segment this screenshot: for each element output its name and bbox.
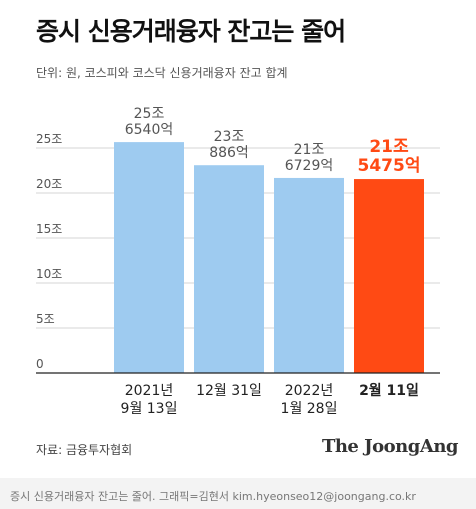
x-tick-label: 9월 13일 [121,401,178,417]
publisher-logo: The JoongAng [321,436,459,457]
image-caption: 증시 신용거래융자 잔고는 줄어. 그래픽=김현서 kim.hyeonseo12… [10,490,416,503]
x-tick-label: 2월 11일 [359,382,419,399]
unit-note: 단위: 원, 코스피와 코스닥 신용거래융자 잔고 합계 [36,66,288,80]
value-label: 6729억 [285,158,334,174]
y-tick-label: 20조 [36,177,62,191]
y-tick-label: 15조 [36,222,62,236]
bar [114,142,184,373]
x-tick-label: 2022년 [285,383,334,399]
value-label: 25조 [134,106,165,122]
source-note: 자료: 금융투자협회 [36,443,133,457]
bar [194,165,264,373]
x-tick-label: 1월 28일 [281,401,338,417]
bars [114,142,424,373]
x-tick-label: 2021년 [125,383,174,399]
y-tick-label: 10조 [36,267,62,281]
bar [274,177,344,373]
value-label: 21조 [369,137,409,157]
y-tick-label: 5조 [36,312,55,326]
value-label: 886억 [209,145,249,161]
x-axis-labels: 2021년 9월 13일 12월 31일 2022년 1월 28일 2월 11일 [121,382,419,417]
bar [354,179,424,373]
chart-title: 증시 신용거래융자 잔고는 줄어 [36,17,346,46]
y-axis-ticks: 0 5조 10조 15조 20조 25조 [36,132,62,371]
value-label: 5475억 [358,156,421,176]
value-label: 21조 [294,142,325,158]
x-tick-label: 12월 31일 [196,383,262,399]
y-tick-label: 25조 [36,132,62,146]
y-tick-label: 0 [36,357,44,371]
value-label: 6540억 [125,122,174,138]
value-label: 23조 [214,129,245,145]
